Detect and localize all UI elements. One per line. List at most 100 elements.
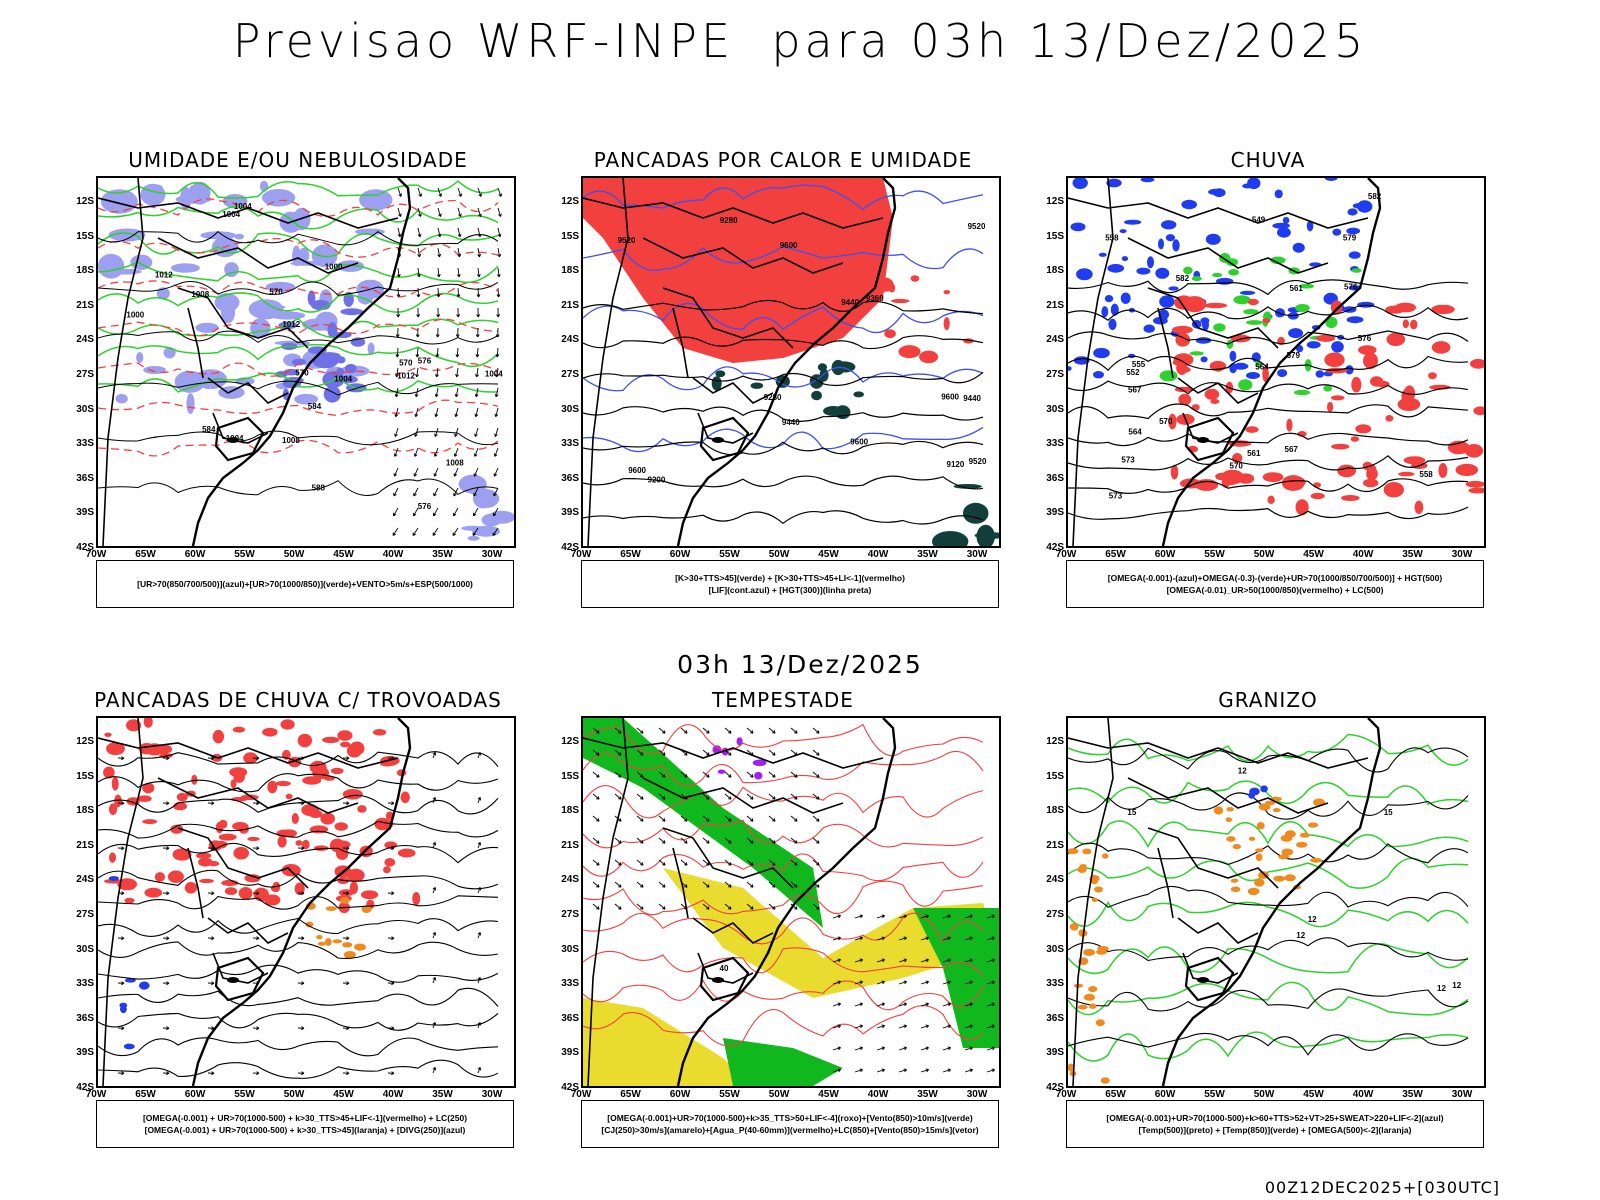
longitude-label: 30W <box>481 549 503 560</box>
wind-vector <box>658 903 666 910</box>
storm-fill-orange <box>305 921 314 928</box>
wind-vector <box>415 367 419 378</box>
wind-vector <box>832 1002 841 1007</box>
wind-vector <box>474 407 479 418</box>
wind-vector <box>986 914 995 919</box>
streamline-arrow <box>117 846 125 851</box>
wind-vector <box>434 387 439 398</box>
rain-fill-blue <box>1274 189 1283 199</box>
pressure-contour <box>98 330 499 345</box>
rain-fill-green <box>1183 266 1193 275</box>
storm-fill-red <box>262 727 278 737</box>
wind-vector <box>768 793 776 800</box>
contour-label: 12 <box>1296 931 1305 940</box>
longitude-label: 45W <box>818 1089 839 1100</box>
height-contour <box>583 299 984 315</box>
wind-vector <box>457 187 463 197</box>
wind-vector <box>494 387 499 398</box>
streamline-arrow <box>162 981 170 986</box>
wind-vector <box>746 771 754 778</box>
contour-label: 9440 <box>963 394 981 403</box>
humidity-fill-blue <box>218 386 245 399</box>
wind-vector <box>432 507 439 517</box>
storm-fill-red <box>191 774 198 785</box>
wind-vector <box>636 793 644 800</box>
instability-fill-red <box>943 290 951 295</box>
wind-vector <box>876 980 885 985</box>
rain-fill-red <box>1350 436 1360 442</box>
humidity-fill-blue <box>188 185 198 204</box>
latitude-label: 21S <box>561 839 579 851</box>
pressure-contour <box>98 430 499 446</box>
latitude-label: 36S <box>561 1012 579 1024</box>
wind-vector <box>636 903 644 910</box>
rain-fill-green <box>1325 316 1338 329</box>
latitude-label: 15S <box>76 770 94 782</box>
storm-fill-red <box>357 805 367 813</box>
wind-vector <box>724 727 732 734</box>
latitude-label: 27S <box>76 369 94 380</box>
streamline-arrow <box>162 891 170 896</box>
streamline <box>98 917 499 937</box>
omega-fill-orange <box>1272 808 1281 813</box>
temp850-contour <box>1068 820 1469 849</box>
wind-vector <box>496 287 501 298</box>
map-frame <box>96 716 516 1088</box>
rain-fill-red <box>1341 495 1360 501</box>
state-border <box>98 737 399 769</box>
contour-label: 9520 <box>968 222 986 231</box>
wind-vector <box>942 936 951 941</box>
latitude-label: 36S <box>1046 472 1064 484</box>
longitude-label: 70W <box>570 1089 592 1100</box>
wind-vector <box>592 881 600 888</box>
instability-fill-green <box>715 370 726 378</box>
wind-vector <box>452 527 459 536</box>
longitude-label: 30W <box>1451 1089 1473 1100</box>
wind-vector <box>724 793 732 800</box>
storm-fill-red <box>143 718 153 728</box>
humidity-fill-dark <box>278 321 298 330</box>
wind-vector <box>636 837 644 844</box>
rain-fill-blue <box>1147 256 1154 269</box>
state-border <box>1072 178 1114 546</box>
longitude-label: 65W <box>620 1089 641 1100</box>
wind-vector <box>592 859 600 866</box>
streamline-arrow <box>297 891 305 896</box>
storm-fill-orange <box>324 938 332 946</box>
wind-vector <box>497 207 502 217</box>
rain-fill-blue <box>1168 286 1179 291</box>
storm-fill-red <box>337 730 353 741</box>
contour-label: 1004 <box>334 375 352 384</box>
streamline-arrow <box>387 936 395 941</box>
longitude-label: 55W <box>234 1089 255 1100</box>
wind-vector <box>497 187 503 197</box>
rain-fill-red <box>1465 480 1484 488</box>
latitude-label: 18S <box>561 805 579 817</box>
state-border <box>583 197 884 229</box>
wind-vector <box>636 815 644 822</box>
streamline-arrow <box>117 801 125 806</box>
storm-fill-red <box>124 897 135 904</box>
jet-fill-yellow <box>663 868 999 998</box>
wind-vector <box>397 227 402 238</box>
coastline <box>676 178 897 546</box>
latitude-label: 18S <box>1046 265 1064 277</box>
storm-fill-red <box>215 840 228 849</box>
contour-label: 579 <box>1287 351 1301 360</box>
wind-vector <box>680 771 688 778</box>
wind-vector <box>658 771 666 778</box>
streamline <box>98 842 499 864</box>
map-canvas <box>98 718 499 1086</box>
rain-fill-blue <box>1229 350 1237 362</box>
longitude-label: 55W <box>1204 1089 1225 1100</box>
wind-vector <box>832 914 841 919</box>
streamline-arrow <box>342 936 350 941</box>
state-border <box>1147 827 1279 889</box>
storm-fill-red <box>198 857 213 867</box>
storm-fill-red <box>238 887 253 900</box>
lif-contour <box>583 426 984 453</box>
state-border <box>207 377 289 404</box>
wind-vector <box>494 427 499 437</box>
longitude-label: 70W <box>85 1089 107 1100</box>
height-contour <box>1068 304 1469 321</box>
